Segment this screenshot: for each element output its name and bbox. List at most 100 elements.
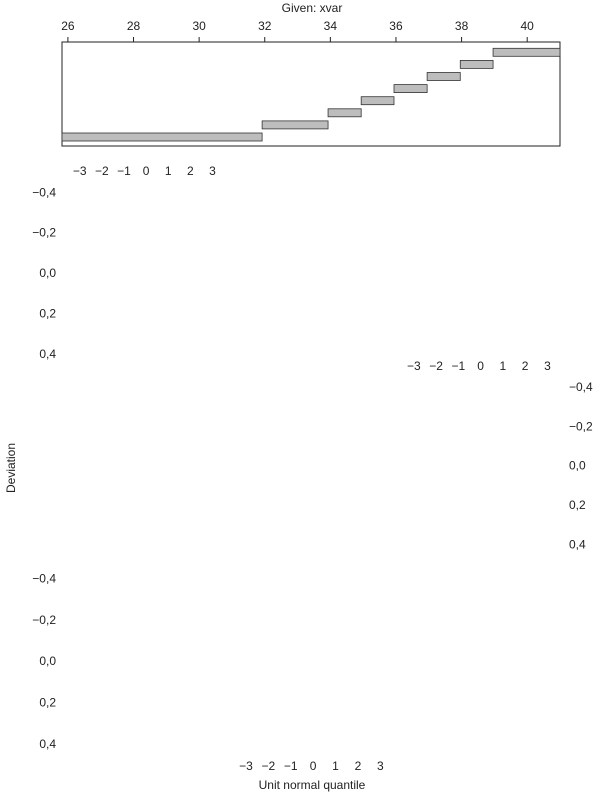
point [441,681,444,684]
point [125,471,128,474]
point [211,357,214,360]
point [291,465,294,468]
interval-bar [360,96,395,106]
point [114,268,117,271]
y-tick-label: −0,2 [32,226,56,240]
panel [228,381,396,552]
y-tick-label: −0,2 [569,419,593,433]
point [488,667,491,670]
point [305,455,308,458]
point [87,232,90,235]
point [74,485,77,488]
point [191,692,194,695]
point [153,279,156,282]
x-axis-label: Unit normal quantile [259,778,366,792]
interval-bar [426,72,461,81]
point [486,471,489,474]
x-tick-label: 2 [522,359,529,373]
point [354,615,357,618]
point [200,712,203,715]
point [298,461,301,464]
point [419,494,422,497]
x-tick-label: 3 [209,164,216,178]
point [120,273,123,276]
point [147,665,150,668]
point [74,737,77,740]
point [519,436,522,439]
point [167,279,170,282]
point [336,644,339,647]
interval-bar [492,47,561,57]
point [105,469,108,472]
point [142,656,145,659]
x-tick-label: 1 [500,359,507,373]
interval-bar [327,108,362,118]
point [247,313,250,316]
point [187,687,190,690]
point [91,665,94,668]
point [479,475,482,478]
point [432,485,435,488]
point [165,473,168,476]
point [508,656,511,659]
point [91,262,94,265]
point [178,665,181,668]
point [359,504,362,507]
interval-bar [61,132,263,142]
point [339,469,342,472]
x-tick-label: 1 [332,759,339,773]
point [169,644,172,647]
point [466,471,469,474]
point [318,457,321,460]
y-tick-label: −0,4 [32,185,56,199]
point [513,445,516,448]
x-tick-label: −2 [95,164,109,178]
point [347,629,350,632]
point [321,273,324,276]
x-tick-label: 34 [324,19,338,33]
y-tick-label: 0,0 [569,459,586,473]
x-tick-label: 2 [187,164,194,178]
point [76,188,79,191]
y-tick-label: −0,4 [32,571,56,585]
point [187,273,190,276]
point [541,727,544,730]
point [327,277,330,280]
point [251,485,254,488]
point [334,283,337,286]
point [361,297,364,300]
point [242,611,245,614]
x-tick-label: 0 [143,164,150,178]
point [341,640,344,643]
point [459,477,462,480]
x-tick-label: 2 [355,759,362,773]
point [312,663,315,666]
point [213,445,216,448]
point [118,648,121,651]
point [300,252,303,255]
interval-bar [261,120,329,130]
point [100,640,103,643]
point [280,246,283,249]
point [258,619,261,622]
point [383,329,386,332]
y-tick-label: 0,4 [569,537,586,551]
x-tick-label: 38 [455,19,469,33]
point [312,453,315,456]
x-tick-label: 36 [389,19,403,33]
point [345,471,348,474]
y-tick-label: 0,2 [39,307,56,321]
point [426,489,429,492]
point [506,455,509,458]
x-tick-label: 3 [377,759,384,773]
point [287,242,290,245]
point [189,489,192,492]
point [421,634,424,637]
point [173,652,176,655]
x-tick-label: −3 [239,759,253,773]
point [98,455,101,458]
point [162,650,165,653]
point [314,264,317,267]
point [265,481,268,484]
point [307,262,310,265]
